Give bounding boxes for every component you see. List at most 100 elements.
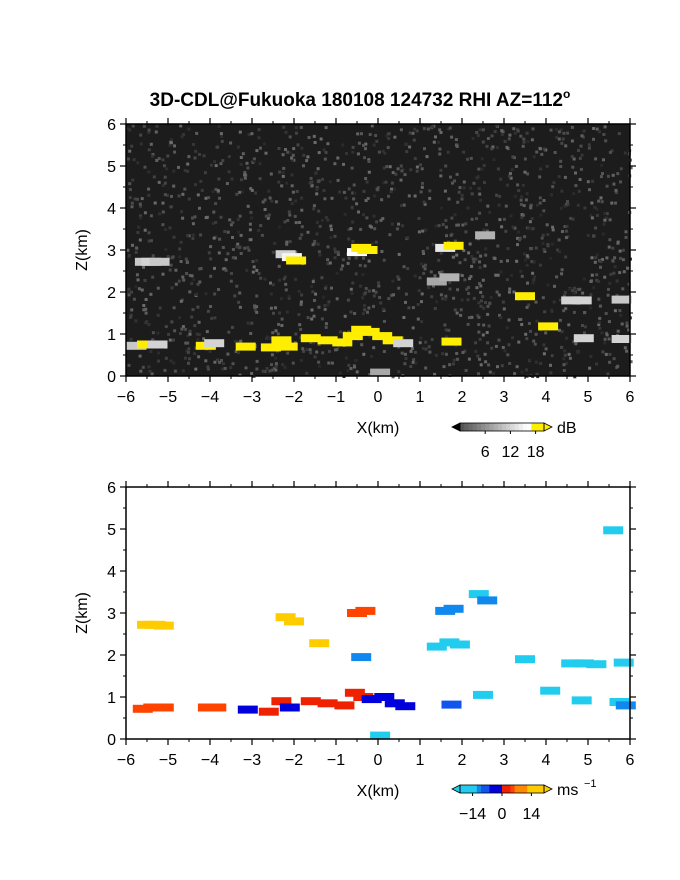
data-cell: [132, 704, 153, 713]
colorbar-segment: [493, 785, 499, 793]
data-cell: [561, 659, 582, 668]
data-cell: [275, 613, 296, 622]
data-cell: [359, 327, 380, 336]
colorbar-segment: [472, 785, 478, 793]
colorbar-tick-label: 18: [527, 444, 545, 461]
data-cell: [393, 339, 414, 348]
x-tick-label: −6: [117, 389, 135, 406]
x-tick-label: 1: [416, 752, 425, 769]
y-tick-label: 2: [107, 648, 116, 665]
x-tick-label: −6: [117, 752, 135, 769]
x-tick-label: −4: [201, 389, 219, 406]
colorbar-segment: [539, 785, 545, 793]
colorbar-unit: ms: [557, 782, 578, 799]
colorbar-frame: [459, 422, 545, 432]
data-cell: [439, 273, 460, 282]
data-cell: [143, 703, 164, 712]
data-cell: [137, 340, 157, 349]
y-tick-label: 0: [107, 369, 116, 386]
x-tick-label: 5: [584, 752, 593, 769]
colorbar-segment: [476, 423, 482, 431]
data-cell: [277, 342, 298, 351]
data-cell: [153, 621, 174, 630]
x-tick-label: 5: [584, 389, 593, 406]
x-tick-label: 6: [626, 752, 635, 769]
noise-texture: [126, 124, 633, 379]
data-cell: [615, 701, 636, 710]
data-cell: [258, 707, 279, 716]
y-tick-label: 0: [107, 732, 116, 749]
x-tick-label: −3: [243, 752, 261, 769]
x-tick-label: 6: [626, 389, 635, 406]
data-cell: [271, 697, 292, 706]
colorbar-segment: [464, 423, 469, 431]
data-cell: [571, 296, 592, 305]
colorbar-segment: [506, 785, 511, 793]
colorbar-segment: [468, 785, 474, 793]
data-cell: [573, 659, 594, 668]
y-tick-label: 1: [107, 690, 116, 707]
x-tick-label: −2: [285, 752, 303, 769]
colorbar-segment: [510, 785, 516, 793]
colorbar-tick-label: 0: [498, 806, 507, 823]
colorbar-segment: [497, 785, 503, 793]
colorbar-tick-label: 14: [523, 806, 541, 823]
data-cell: [477, 596, 498, 605]
x-tick-label: −5: [159, 389, 177, 406]
x-tick-label: −1: [327, 752, 345, 769]
data-cell: [126, 341, 147, 350]
data-cell: [309, 639, 330, 648]
y-tick-label: 2: [107, 285, 116, 302]
data-cell: [204, 339, 225, 348]
colorbar-segment: [502, 785, 507, 793]
data-cell: [611, 335, 632, 343]
y-tick-label: 3: [107, 243, 116, 260]
y-tick-label: 3: [107, 606, 116, 623]
data-cell: [372, 332, 393, 341]
x-tick-label: −2: [285, 389, 303, 406]
colorbar-segment: [531, 423, 537, 431]
data-cell: [613, 658, 634, 667]
y-tick-label: 5: [107, 159, 116, 176]
data-cell: [279, 703, 300, 712]
data-cell: [540, 686, 561, 695]
colorbar-segment: [518, 423, 524, 431]
colorbar-right-arrow: [543, 784, 553, 794]
data-cell: [370, 368, 391, 377]
data-cell: [603, 526, 624, 535]
data-cell: [441, 337, 462, 346]
colorbar-segment: [527, 785, 532, 793]
data-cell: [515, 655, 535, 664]
data-cell: [374, 693, 395, 701]
x-axis-label: X(km): [357, 783, 400, 800]
colorbar-segment: [531, 785, 537, 793]
data-cell: [206, 703, 227, 712]
colorbar-segment: [502, 423, 507, 431]
y-tick-label: 6: [107, 117, 116, 134]
data-cell: [426, 277, 447, 286]
data-cell: [515, 292, 535, 301]
data-cell: [611, 295, 632, 304]
colorbar-segment: [472, 423, 478, 431]
data-cell: [260, 343, 281, 352]
data-cell: [300, 334, 321, 343]
colorbar-segment: [510, 423, 516, 431]
data-cell: [332, 338, 353, 347]
data-cell: [538, 322, 559, 331]
colorbar-segment: [518, 785, 524, 793]
colorbar-segment: [481, 423, 486, 431]
colorbar-segment: [514, 423, 520, 431]
data-cell: [342, 332, 363, 341]
data-cell: [586, 660, 607, 669]
colorbar-segment: [539, 423, 545, 431]
data-cell: [426, 642, 447, 651]
data-cell: [153, 703, 174, 712]
data-cell: [300, 697, 321, 706]
data-cell: [370, 731, 391, 740]
colorbar-left-arrow: [451, 422, 461, 432]
data-cell: [468, 590, 489, 599]
x-tick-label: 2: [458, 752, 467, 769]
colorbar-tick-label: 12: [502, 444, 520, 461]
data-cell: [439, 638, 460, 647]
y-tick-label: 4: [107, 564, 116, 581]
